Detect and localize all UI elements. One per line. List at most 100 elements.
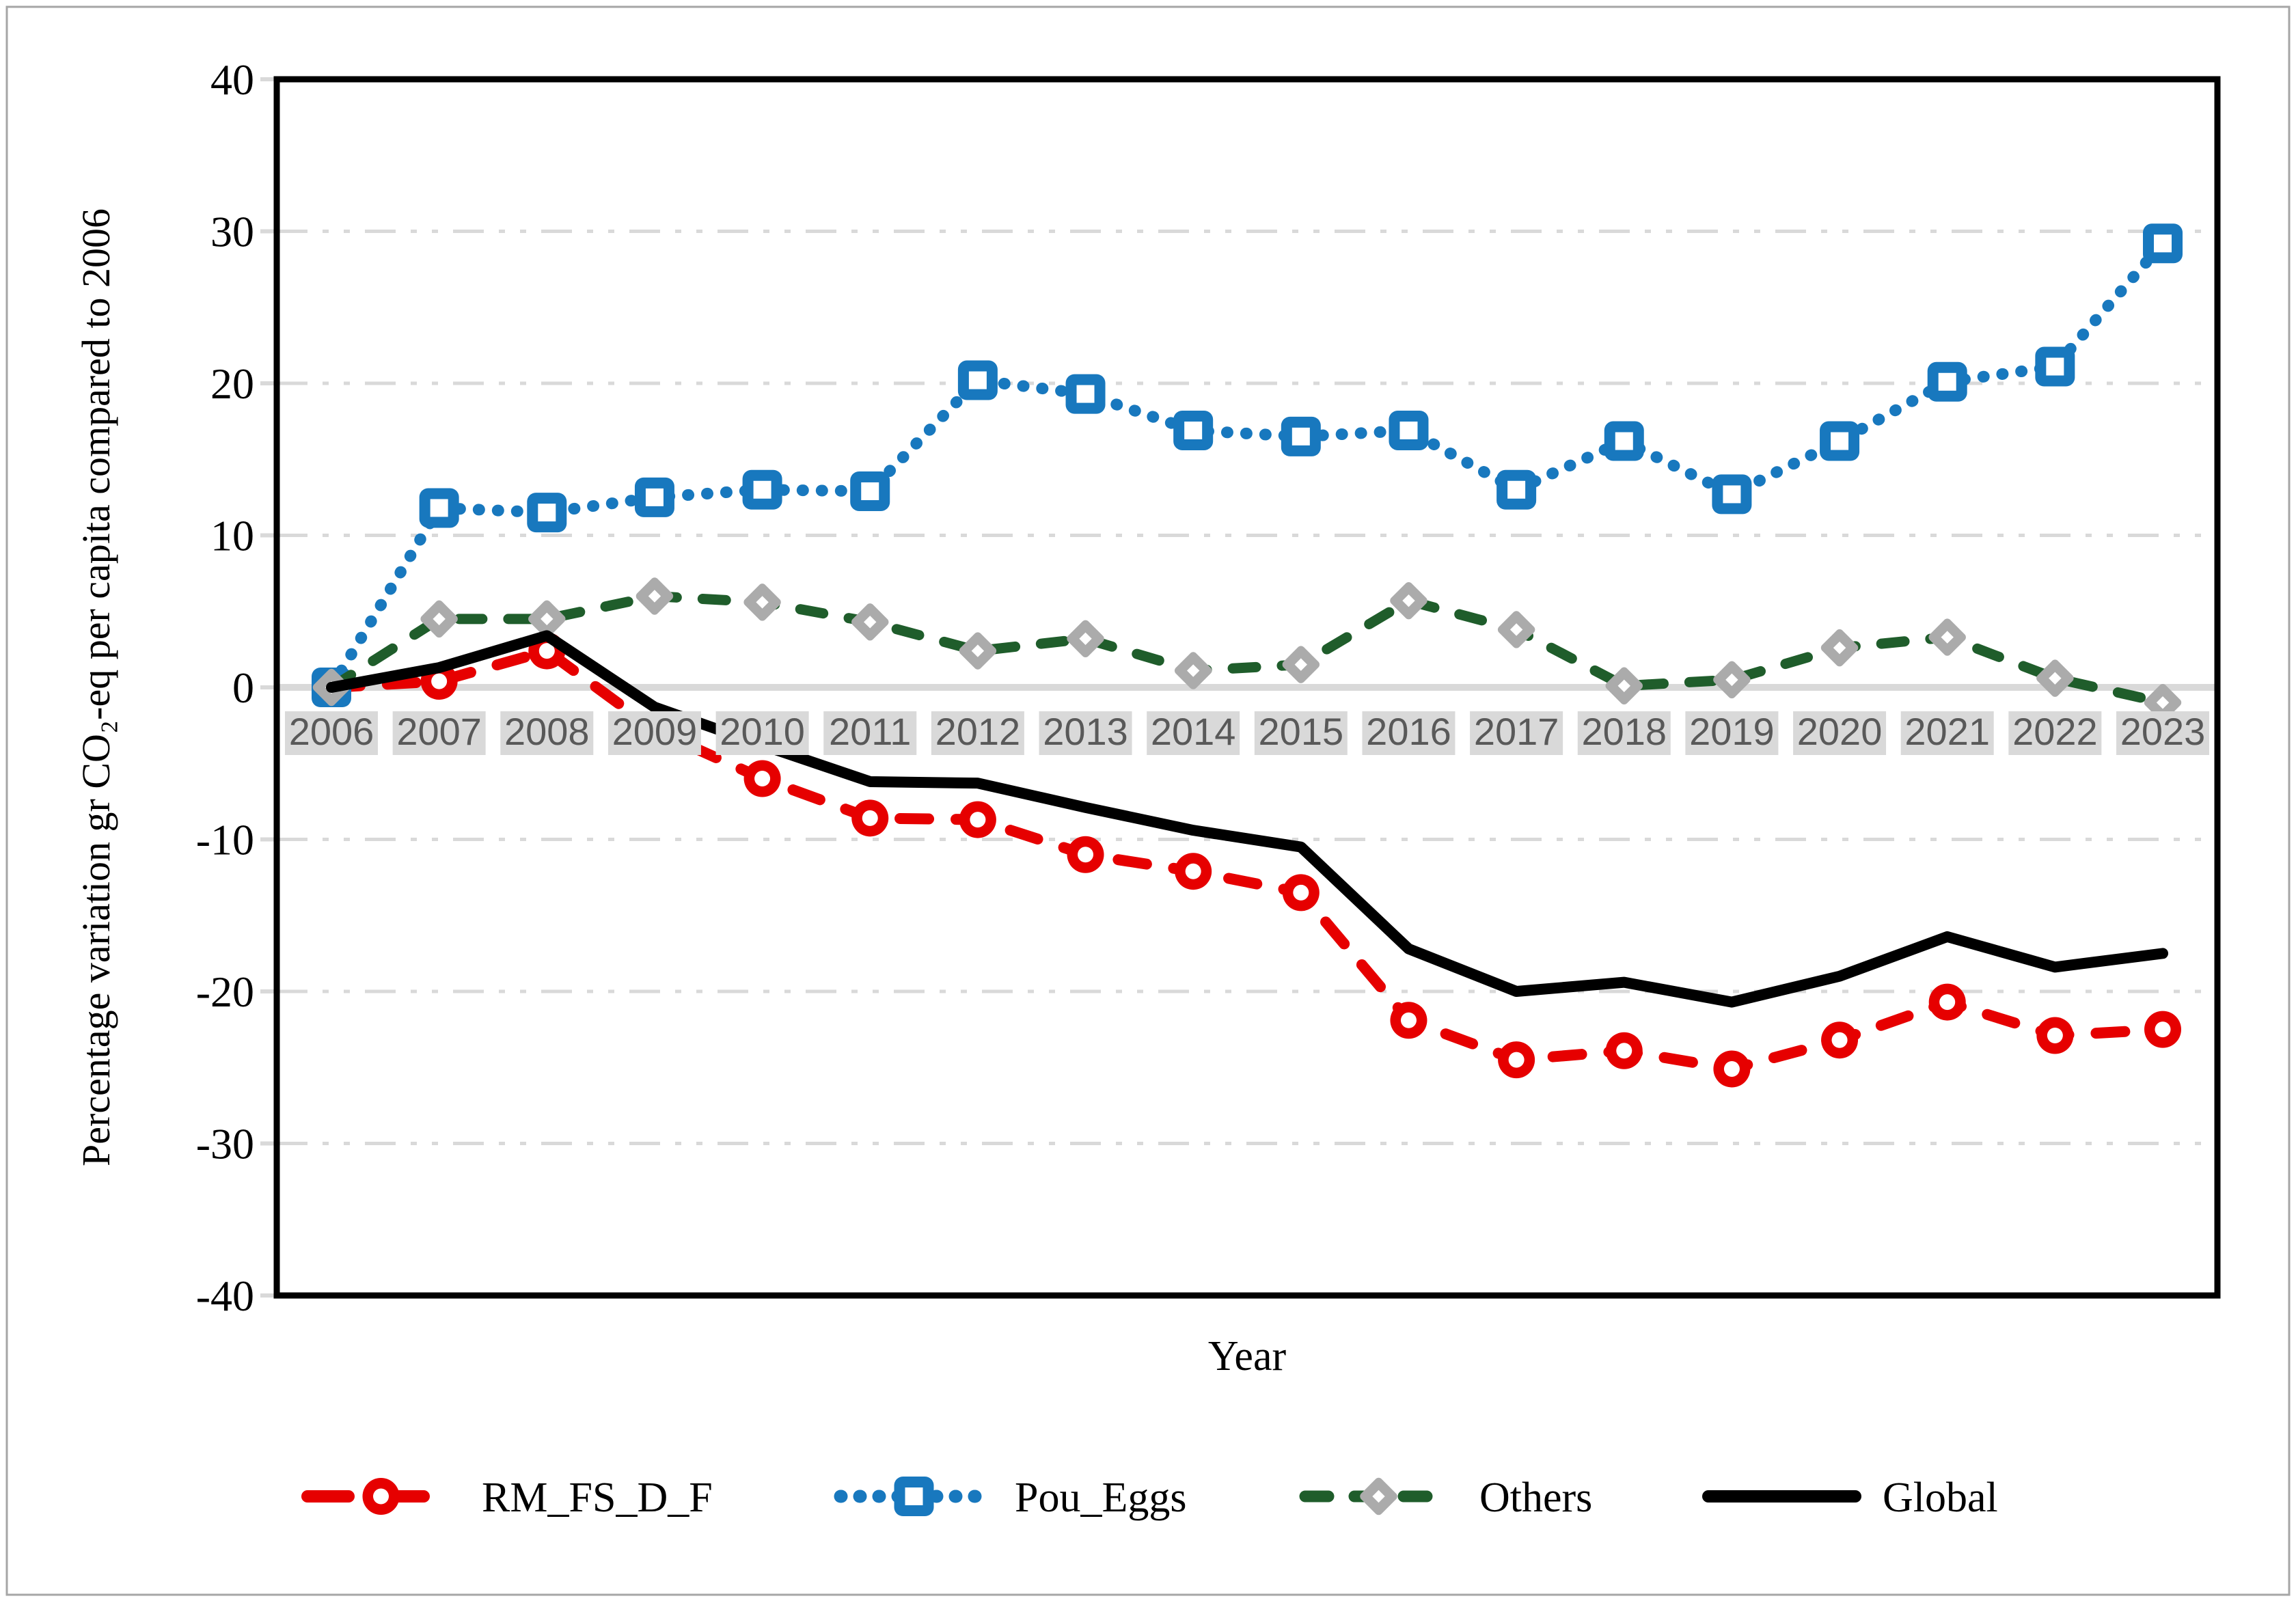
figure-border: [5, 5, 2291, 1596]
square-marker-hole: [2154, 234, 2172, 253]
x-tick-label-box: [1793, 711, 1887, 755]
circle-marker-hole: [1078, 847, 1094, 863]
diamond-marker-hole: [1402, 594, 1415, 607]
circle-marker-hole: [2155, 1021, 2171, 1038]
diamond-marker: [1390, 581, 1427, 620]
square-marker-hole: [1615, 432, 1633, 450]
x-tick-label: 2013: [1043, 710, 1128, 753]
diamond-marker-hole: [1294, 658, 1308, 671]
diamond-marker-hole: [756, 596, 769, 609]
circle-marker-hole: [862, 810, 878, 826]
diamond-marker-hole: [2156, 696, 2170, 709]
diamond-marker-hole: [1186, 664, 1200, 677]
square-marker-hole: [968, 371, 987, 389]
diamond-marker-hole: [1079, 632, 1092, 645]
x-tick-label: 2011: [829, 710, 911, 753]
x-tick-label-box: [1900, 711, 1994, 755]
diamond-marker-hole: [2049, 672, 2062, 685]
x-tick-label-box: [1470, 711, 1563, 755]
square-marker-hole: [1184, 421, 1203, 439]
y-tick-label: 20: [210, 359, 254, 408]
diamond-marker-hole: [648, 590, 661, 603]
legend: RM_FS_D_F Pou_Eggs Others Global: [301, 1474, 1998, 1521]
x-tick-label-box: [1362, 711, 1456, 755]
circle-marker-hole: [431, 673, 448, 689]
diamond-marker: [420, 600, 458, 638]
legend-label: RM_FS_D_F: [482, 1474, 713, 1521]
legend-item-Pou_Eggs: Pou_Eggs: [834, 1474, 1186, 1521]
diamond-marker: [1713, 661, 1751, 699]
x-tick-label: 2012: [935, 710, 1021, 753]
square-marker-hole: [645, 488, 664, 506]
square-marker-hole: [1292, 427, 1310, 445]
y-tick-label: 30: [210, 208, 254, 256]
diamond-marker: [528, 600, 566, 638]
diamond-marker-hole: [1617, 679, 1630, 692]
diamond-marker: [1928, 618, 1966, 656]
square-marker-hole: [1076, 385, 1095, 403]
circle-marker-hole: [1723, 1060, 1740, 1077]
circle-marker-hole: [1293, 884, 1309, 901]
x-tick-label: 2019: [1689, 710, 1775, 753]
circle-marker-hole: [1185, 863, 1201, 879]
diamond-marker: [636, 577, 674, 615]
y-tick-label: -30: [196, 1120, 254, 1168]
x-tick-label: 2007: [396, 710, 482, 753]
diamond-marker: [959, 632, 997, 670]
diamond-marker-hole: [1833, 641, 1846, 655]
x-tick-label-box: [1039, 711, 1132, 755]
diamond-marker: [1820, 629, 1859, 667]
square-marker-hole: [1831, 432, 1849, 450]
diamond-marker: [1282, 646, 1320, 683]
x-tick-label: 2009: [612, 710, 698, 753]
legend-item-RM_FS_D_F: RM_FS_D_F: [301, 1474, 713, 1521]
x-tick-label: 2023: [2120, 710, 2206, 753]
circle-marker-hole: [2047, 1028, 2063, 1044]
x-tick-label-box: [2008, 711, 2102, 755]
x-tick-label-box: [931, 711, 1024, 755]
square-marker-hole: [861, 482, 879, 500]
circle-marker-hole: [373, 1488, 389, 1505]
x-tick-label-box: [1254, 711, 1348, 755]
diamond-marker: [1605, 667, 1643, 704]
diamond-marker: [743, 584, 781, 621]
square-marker-hole: [1399, 421, 1418, 439]
x-tick-label: 2006: [289, 710, 374, 753]
series-Global: [326, 630, 2168, 1008]
square-marker-hole: [2046, 357, 2064, 376]
diamond-marker: [851, 603, 889, 641]
diamond-marker-hole: [541, 612, 554, 626]
x-axis-category-labels: 2006 2007 2008 2009 2010 2011 2012 2013 2014 2015…: [285, 710, 2209, 755]
x-axis-title: Year: [1208, 1333, 1287, 1380]
x-tick-label-box: [823, 711, 917, 755]
circle-marker-hole: [1508, 1052, 1525, 1068]
diamond-marker: [1067, 620, 1104, 658]
x-tick-label: 2020: [1797, 710, 1883, 753]
diamond-marker-hole: [1509, 623, 1523, 636]
x-tick-label: 2015: [1259, 710, 1344, 753]
x-tick-label: 2016: [1366, 710, 1451, 753]
circle-marker-hole: [754, 771, 771, 786]
y-tick-label: -40: [196, 1272, 254, 1320]
circle-marker-hole: [538, 643, 555, 659]
square-marker-hole: [1938, 372, 1956, 391]
square-marker-hole: [430, 499, 448, 517]
square-marker-hole: [1723, 485, 1741, 504]
x-tick-label-box: [1147, 711, 1240, 755]
legend-label: Others: [1479, 1474, 1592, 1521]
circle-marker-hole: [1616, 1043, 1632, 1059]
x-tick-label: 2017: [1474, 710, 1559, 753]
diamond-marker-hole: [1941, 631, 1954, 644]
square-marker-hole: [1507, 480, 1526, 499]
diamond-marker: [1360, 1477, 1397, 1515]
y-tick-label: 10: [210, 512, 254, 560]
x-tick-label: 2014: [1151, 710, 1236, 753]
diamond-marker-hole: [1725, 673, 1738, 687]
circle-marker-hole: [1939, 994, 1956, 1011]
circle-marker-hole: [970, 812, 986, 828]
legend-item-Global: Global: [1702, 1474, 1998, 1521]
x-tick-label-box: [607, 711, 701, 755]
y-tick-label: 40: [210, 55, 254, 104]
